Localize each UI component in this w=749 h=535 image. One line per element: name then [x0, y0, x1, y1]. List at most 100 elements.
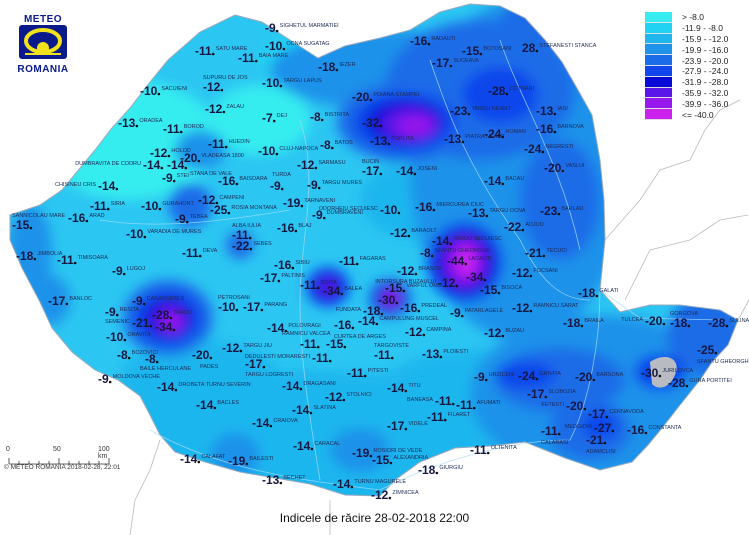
- station-dot: [197, 159, 201, 163]
- station-value: -9: [112, 264, 123, 278]
- station-value: -22: [504, 220, 522, 234]
- station-name: SIGHETUL MARMATIEI: [280, 23, 339, 29]
- station-name: ROMAN: [505, 129, 526, 135]
- station-name: CRAIOVA: [273, 418, 298, 424]
- station-name: BARSONA: [596, 372, 623, 378]
- station-value: -14: [484, 174, 502, 188]
- station-value: -16: [627, 423, 645, 437]
- station: -11 BAIA MARE: [238, 51, 289, 65]
- station: -24 GRIVITA: [518, 369, 561, 383]
- station-name: BARNOVA: [557, 124, 584, 130]
- station-value: -12: [222, 341, 240, 355]
- station-dot: [343, 345, 347, 349]
- station-value: -11: [347, 366, 364, 380]
- station-value: -25: [697, 343, 715, 357]
- station-name: ARAD: [89, 213, 104, 219]
- station: -12 CAMPENI: [198, 193, 245, 207]
- station: -15 BISOCA: [480, 283, 522, 297]
- station-dot: [115, 313, 119, 317]
- station-name: SLOBOZIA: [548, 389, 576, 395]
- station-name: MEDGIDIA: [565, 424, 593, 430]
- station: -20 PADES: [192, 348, 219, 370]
- station-value: -14: [358, 314, 376, 328]
- station-name: BECHET: [283, 475, 306, 481]
- station-dot: [85, 219, 89, 223]
- station-dot: [65, 302, 69, 306]
- legend-label: -15.9 - -12.0: [682, 33, 729, 44]
- station-dot: [275, 152, 279, 156]
- station: -12 RAMNICU SARAT: [512, 301, 579, 315]
- station-dot: [174, 388, 178, 392]
- station-name: TEBEA: [190, 214, 208, 220]
- station-value: -8: [420, 246, 431, 260]
- station-name: BARAOLT: [411, 228, 437, 234]
- station-name: TARNAVENI: [304, 198, 335, 204]
- station-dot: [427, 42, 431, 46]
- station-dot: [603, 441, 607, 445]
- station: -12 HOLOD: [150, 146, 191, 160]
- scale-label-0: 0: [6, 446, 10, 453]
- station-name: STOLNICI: [346, 392, 372, 398]
- station: -12 ZIMNICEA: [371, 488, 419, 502]
- station: -14 TARGU SECUIESC: [432, 234, 502, 248]
- station-value: -16: [218, 174, 236, 188]
- station-dot: [309, 411, 313, 415]
- station-value: -15: [480, 283, 498, 297]
- station-dot: [172, 328, 176, 332]
- station-name: CHISINEU CRIS: [55, 182, 96, 188]
- station-dot: [157, 92, 161, 96]
- station-value: -12: [512, 301, 530, 315]
- value-zone: [210, 85, 310, 155]
- station-dot: [417, 309, 421, 313]
- station-name: ZALAU: [226, 104, 244, 110]
- scale-label-100: 100 km: [98, 446, 110, 460]
- station-name: SIRIA: [111, 201, 126, 207]
- station-dot: [248, 236, 252, 240]
- station-dot: [472, 406, 476, 410]
- legend-label: -35.9 - -32.0: [682, 87, 729, 98]
- station-value: -19: [283, 196, 301, 210]
- station: -16 BAISOARA: [218, 174, 268, 188]
- station: -15 VARFUL OMU: [385, 281, 442, 295]
- razelm-lake: [650, 357, 677, 388]
- station-dot: [541, 150, 545, 154]
- station-name: GRIVITA: [539, 371, 561, 377]
- station-name: GURAHONT: [162, 201, 194, 207]
- station-value: -11: [90, 199, 107, 213]
- station-name: NEGRESTI: [545, 144, 574, 150]
- station-value: -14: [196, 398, 214, 412]
- legend-swatch: [645, 55, 672, 66]
- station-dot: [379, 124, 383, 128]
- station-dot: [277, 279, 281, 283]
- station-name: INTORSURA BUZAULUI: [375, 279, 436, 285]
- station-name: JURILOVCA: [662, 368, 693, 374]
- station-name: ALBA IULIA: [232, 223, 261, 229]
- station-dot: [422, 333, 426, 337]
- station-name: TURNU MAGURELE: [354, 479, 406, 485]
- station-value: -10: [141, 199, 159, 213]
- station-name: ALEXANDRIA: [393, 455, 428, 461]
- station-dot: [407, 234, 411, 238]
- station: -30 JURILOVCA: [641, 366, 694, 380]
- station-value: -14: [267, 321, 285, 335]
- legend-swatch: [645, 76, 672, 88]
- station-dot: [430, 254, 434, 258]
- rivers: [99, 39, 721, 491]
- station: -17 SUCEAVA: [432, 56, 479, 70]
- station-name: ORADEA: [139, 118, 163, 124]
- station-dot: [167, 154, 171, 158]
- station-name: DEVA: [203, 248, 218, 254]
- station-value: -19: [352, 446, 370, 460]
- station-dot: [451, 402, 455, 406]
- station-name: TARGU MURES: [322, 180, 363, 186]
- station-name: RAMNICU SARAT: [533, 303, 579, 309]
- station: -14 BACLES: [196, 398, 239, 412]
- station-name: PITESTI: [368, 368, 389, 374]
- station-dot: [714, 351, 718, 355]
- station-value: -12: [297, 158, 315, 172]
- legend-label: -27.9 - -24.0: [682, 66, 729, 77]
- legend-swatch: [645, 44, 672, 56]
- station: -24 ROMAN: [484, 127, 526, 141]
